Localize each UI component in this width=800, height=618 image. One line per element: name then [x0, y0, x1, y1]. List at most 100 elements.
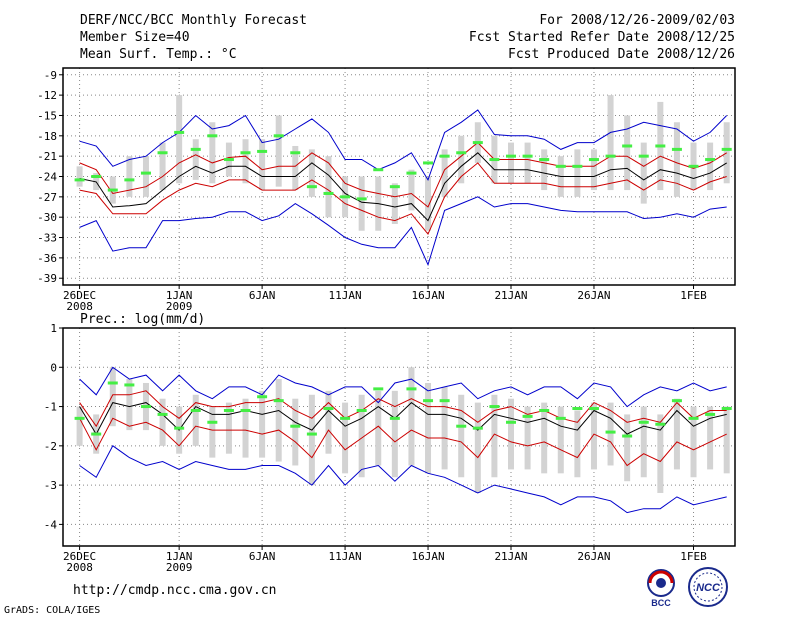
member-range-bar [308, 394, 315, 486]
member-range-bar [408, 367, 415, 466]
bcc-logo: BCC [647, 569, 675, 608]
climatology-marker [290, 151, 301, 155]
climatology-marker [572, 407, 583, 411]
climatology-marker [124, 178, 135, 182]
x-tick-label: 11JAN [329, 550, 362, 563]
member-range-bar [225, 402, 232, 454]
member-range-bar [126, 156, 133, 197]
climatology-marker [174, 130, 185, 134]
ncc-logo-text: NCC [696, 582, 721, 594]
member-range-bar [275, 379, 282, 462]
member-range-bar [491, 394, 498, 478]
climatology-marker [555, 164, 566, 168]
member-range-bar [342, 402, 349, 474]
y-tick-label: -27 [37, 191, 57, 204]
member-range-bar [624, 414, 631, 482]
member-range-bar [524, 406, 531, 470]
member-range-bar [624, 115, 631, 191]
climatology-marker [671, 147, 682, 151]
lower-outer-line [79, 196, 727, 267]
climatology-marker [124, 383, 135, 387]
climatology-marker [638, 420, 649, 424]
y-tick-label: -9 [44, 69, 57, 82]
member-range-bar [209, 122, 216, 184]
climatology-marker [306, 432, 317, 436]
climatology-marker [539, 408, 550, 412]
climatology-marker [721, 147, 732, 151]
climatology-marker [688, 416, 699, 420]
y-tick-label: -36 [37, 252, 57, 265]
y-tick-label: -2 [44, 440, 57, 453]
ensemble-mean-line [79, 152, 727, 222]
climatology-marker [489, 405, 500, 409]
member-range-bar [574, 410, 581, 478]
y-tick-label: -15 [37, 109, 57, 122]
climatology-marker [74, 416, 85, 420]
member-range-bar [358, 394, 365, 478]
x-tick-label: 26JAN [577, 550, 610, 563]
member-range-bar [308, 149, 315, 197]
climatology-marker [257, 395, 268, 399]
member-range-bar [176, 95, 183, 184]
member-range-bar [541, 149, 548, 191]
member-range-bar [126, 379, 133, 431]
member-range-bar [242, 398, 249, 458]
member-range-bar [192, 394, 199, 446]
upper-outer-line [79, 109, 728, 182]
climatology-marker [506, 154, 516, 158]
member-range-bar [707, 406, 714, 470]
member-range-bar [607, 95, 614, 191]
y-tick-label: -1 [44, 401, 57, 414]
y-tick-label: -24 [37, 171, 57, 184]
y-tick-label: -33 [37, 232, 57, 245]
variable-label: Mean Surf. Temp.: °C [80, 47, 237, 62]
climatology-marker [290, 424, 301, 428]
climatology-marker [389, 185, 400, 189]
source-url[interactable]: http://cmdp.ncc.cma.gov.cn [73, 583, 277, 598]
x-tick-label: 1FEB [680, 289, 707, 302]
climatology-marker [655, 422, 666, 426]
x-tick-label: 26DEC [63, 550, 96, 563]
climatology-marker [356, 197, 367, 201]
climatology-marker [605, 154, 616, 158]
member-range-bar [425, 382, 432, 474]
x-tick-label: 6JAN [249, 550, 276, 563]
member-range-bar [723, 406, 730, 474]
upper-inner-line [79, 141, 727, 208]
member-range-bar [142, 156, 149, 197]
climatology-marker [588, 158, 599, 162]
climatology-marker [240, 151, 251, 155]
ncc-logo: NCC [688, 567, 728, 607]
climatology-marker [406, 171, 417, 175]
member-range-bar [508, 142, 514, 184]
member-range-bar [590, 402, 597, 470]
precip-panel-title: Prec.: log(mm/d) [80, 312, 205, 327]
x-tick-label: 26JAN [577, 289, 610, 302]
y-tick-label: -3 [44, 479, 57, 492]
member-range-bar [590, 149, 597, 191]
climatology-marker [190, 408, 201, 412]
climatology-marker [257, 149, 268, 153]
member-range-bar [259, 139, 266, 191]
member-range-bar [673, 122, 680, 197]
y-tick-label: -18 [37, 130, 57, 143]
member-range-bar [192, 139, 199, 180]
climatology-marker [140, 171, 151, 175]
climatology-marker [174, 426, 185, 430]
lower-inner-line [79, 417, 727, 467]
climatology-marker [107, 188, 118, 192]
member-range-bar [358, 176, 365, 231]
climatology-marker [157, 151, 168, 155]
member-range-bar [159, 142, 166, 191]
climatology-marker [572, 164, 583, 168]
member-range-bar [292, 145, 299, 191]
chart-panel-temperature: -9-12-15-18-21-24-27-30-33-36-3926DEC200… [37, 67, 736, 313]
climatology-marker [506, 420, 516, 424]
member-range-bar [209, 406, 216, 458]
member-range-bar [391, 390, 398, 478]
y-tick-label: -30 [37, 211, 57, 224]
climatology-marker [721, 407, 732, 411]
climatology-marker [389, 416, 400, 420]
climatology-marker [323, 191, 334, 195]
climatology-marker [140, 405, 151, 409]
